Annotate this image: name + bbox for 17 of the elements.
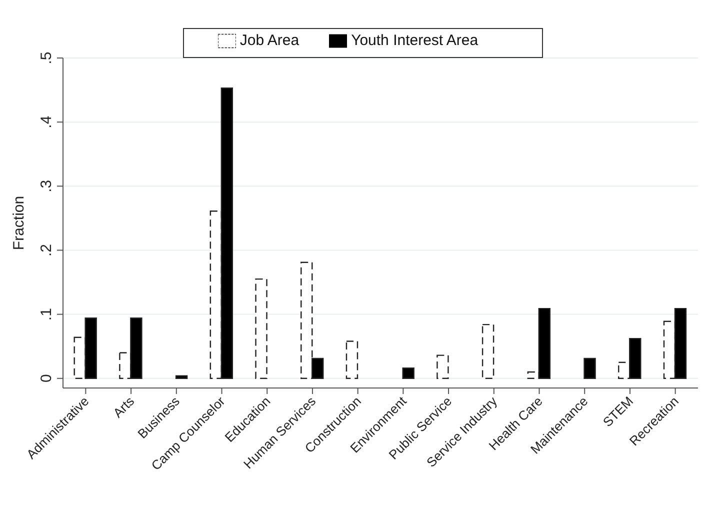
y-axis-title: Fraction — [10, 196, 28, 250]
legend-label: Job Area — [240, 32, 300, 49]
y-tick-label: .4 — [38, 116, 55, 128]
y-tick-label: .1 — [38, 308, 55, 321]
legend-label: Youth Interest Area — [351, 32, 478, 49]
y-tick-label: .3 — [38, 180, 55, 192]
bar — [402, 368, 414, 379]
y-tick-label: .5 — [38, 52, 55, 64]
bar — [436, 354, 449, 379]
bar — [584, 358, 596, 379]
bar — [175, 375, 188, 379]
y-tick-label: .2 — [38, 244, 55, 256]
bar — [255, 278, 268, 379]
bar — [482, 324, 494, 379]
x-tick-label: Arts — [110, 393, 138, 420]
y-tick-label: 0 — [38, 374, 55, 383]
bar — [346, 340, 358, 379]
